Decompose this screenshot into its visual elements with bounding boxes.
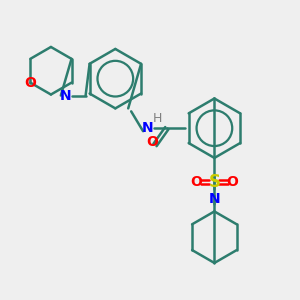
Text: O: O xyxy=(24,76,36,90)
Text: O: O xyxy=(146,135,158,149)
Text: O: O xyxy=(226,175,238,189)
Text: N: N xyxy=(208,191,220,206)
Text: S: S xyxy=(208,173,220,191)
Text: N: N xyxy=(60,88,72,103)
Text: H: H xyxy=(153,112,163,125)
Text: O: O xyxy=(190,175,202,189)
Text: N: N xyxy=(142,121,154,135)
